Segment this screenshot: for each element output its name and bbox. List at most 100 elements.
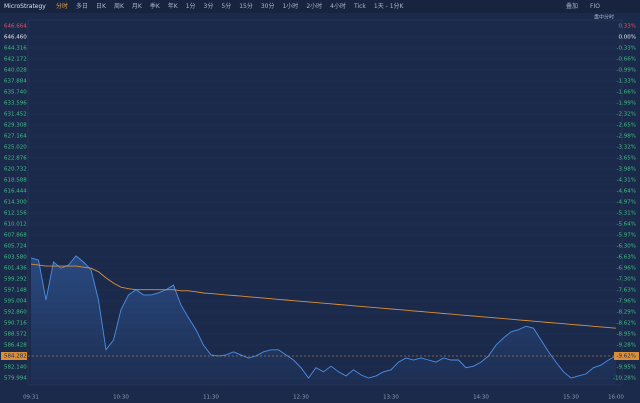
ceiling-price: 646.664 [4,24,27,30]
tab[interactable]: 周K [114,3,125,10]
y2-tick-label: -5.97% [617,233,636,239]
y2-tick-label: -9.28% [617,342,636,348]
y2-tick-label: -0.33% [617,45,636,51]
last-change-label: -9.62% [617,354,636,360]
ceiling-change: 0.33% [619,24,636,30]
y-tick-label: 640.028 [4,67,27,73]
y-tick-label: 599.292 [4,276,27,282]
y2-tick-label: -1.99% [617,101,636,107]
toolbar [0,0,640,13]
tab[interactable]: 1小时 [282,2,298,10]
y2-tick-label: -1.66% [617,90,636,96]
y-tick-label: 625.020 [4,144,27,150]
symbol: MicroStrategy [4,3,46,10]
x-tick-label: 15:30 [563,395,579,401]
y2-tick-label: -7.63% [617,288,636,294]
tab[interactable]: 4小时 [330,2,346,10]
y-tick-label: 601.436 [4,265,27,271]
area [31,255,616,385]
y-tick-label: 637.884 [4,78,27,84]
tab[interactable]: 多日 [76,2,88,10]
x-tick-label: 16:00 [608,395,624,401]
x-tick-label: 14:30 [473,395,489,401]
y2-tick-label: 0.00% [619,35,636,41]
y-tick-label: 622.876 [4,155,27,161]
tab[interactable]: 2小时 [306,2,322,10]
tab[interactable]: 15分 [239,2,253,10]
y2-tick-label: -8.62% [617,320,636,326]
tab[interactable]: 日K [96,3,107,10]
y-tick-label: 629.308 [4,122,27,128]
tab[interactable]: 5分 [221,2,231,10]
y-tick-label: 631.452 [4,111,27,117]
y-tick-label: 614.300 [4,199,27,205]
tab[interactable]: 30分 [261,2,275,10]
y-tick-label: 620.732 [4,166,27,172]
x-tick-label: 11:30 [203,395,219,401]
y-tick-label: 644.316 [4,45,27,51]
tab[interactable]: 分时 [56,2,68,10]
y-tick-label: 582.140 [4,364,27,370]
y2-tick-label: -3.98% [617,167,636,173]
y-tick-label: 646.460 [4,35,27,41]
y-tick-label: 579.994 [4,376,27,382]
y2-tick-label: -8.29% [617,309,636,315]
tab[interactable]: 1天 - 1分K [374,2,405,10]
y2-tick-label: -6.30% [617,243,636,249]
y-tick-label: 618.588 [4,177,27,183]
y2-tick-label: -2.98% [617,133,636,139]
y-tick-label: 635.740 [4,89,27,95]
y2-tick-label: -7.96% [617,299,636,305]
y-tick-label: 588.572 [4,331,27,337]
y2-tick-label: -2.65% [617,122,636,128]
tab[interactable]: 年K [168,2,179,10]
y-tick-label: 642.172 [4,56,27,62]
y-tick-label: 616.444 [4,188,27,194]
tab[interactable]: Tick [353,3,366,10]
y2-tick-label: -0.66% [617,56,636,62]
tab[interactable]: 季K [150,2,161,10]
subtitle: 盘中分时 [594,14,614,21]
x-tick-label: 12:30 [293,395,309,401]
y2-tick-label: -2.32% [617,111,636,117]
y-tick-label: 597.148 [4,287,27,293]
y2-tick-label: -6.96% [617,265,636,271]
y2-tick-label: -1.33% [617,79,636,85]
toolbar-button[interactable]: FIO [590,3,600,10]
tab[interactable]: 1分 [186,2,196,10]
y-tick-label: 590.716 [4,320,27,326]
toolbar-button[interactable]: 叠加 [566,2,578,10]
y2-tick-label: -4.97% [617,199,636,205]
tab[interactable]: 3分 [204,2,214,10]
y-tick-label: 612.156 [4,210,27,216]
y2-tick-label: -7.30% [617,277,636,283]
y2-tick-label: -10.28% [613,376,636,382]
y2-tick-label: -5.31% [617,211,636,217]
x-tick-label: 13:30 [383,395,399,401]
average-line [30,263,617,329]
price-line [30,255,617,379]
x-tick-label: 10:30 [113,395,129,401]
y-tick-label: 605.724 [4,243,27,249]
y2-tick-label: -4.31% [617,177,636,183]
last-price-box [1,352,27,361]
tab[interactable]: 月K [132,3,143,10]
y2-tick-label: -0.99% [617,67,636,73]
last-change-box [614,352,639,361]
last-price-label: 584.282 [4,354,27,360]
y-tick-label: 610.012 [4,221,27,227]
y-tick-label: 603.580 [4,254,27,260]
y2-tick-label: -5.64% [617,222,636,228]
y2-tick-label: -4.64% [617,188,636,194]
y-tick-label: 586.428 [4,342,27,348]
y-tick-label: 595.004 [4,298,27,304]
y-tick-label: 633.596 [4,100,27,106]
y-tick-label: 592.860 [4,309,27,315]
y2-tick-label: -3.32% [617,145,636,151]
x-tick-label: 09:31 [23,395,39,401]
y2-tick-label: -3.65% [617,156,636,162]
y-tick-label: 627.164 [4,133,27,139]
y2-tick-label: -9.95% [617,365,636,371]
y-tick-label: 607.868 [4,232,27,238]
